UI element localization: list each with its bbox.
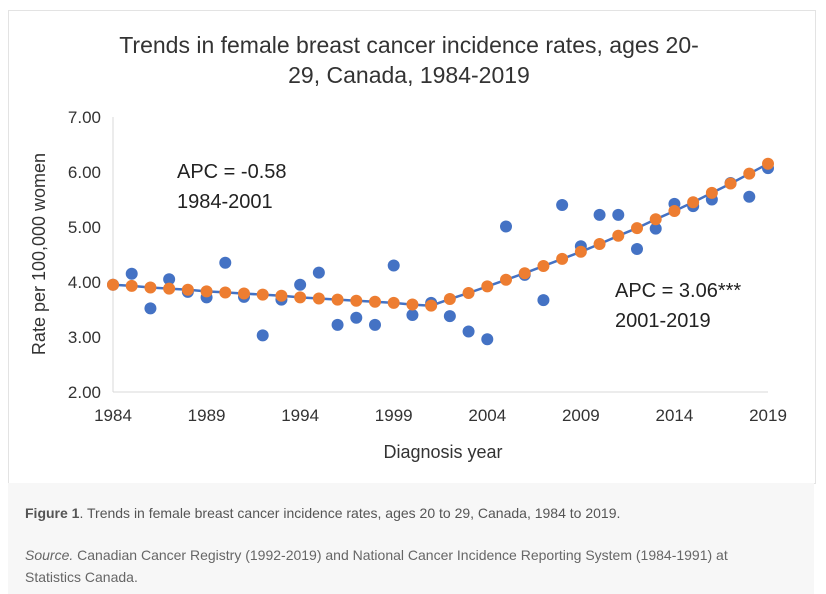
observed-point <box>462 325 475 338</box>
fitted-point <box>425 299 438 312</box>
observed-point <box>144 302 157 315</box>
fitted-point <box>631 222 643 235</box>
fitted-point <box>743 167 756 180</box>
x-tick-label: 2019 <box>749 406 787 425</box>
x-tick-label: 2004 <box>468 406 506 425</box>
observed-point <box>443 310 456 323</box>
source-label: Source. <box>25 547 74 563</box>
fitted-point <box>462 287 475 299</box>
fitted-point <box>331 293 344 306</box>
observed-point <box>612 208 625 221</box>
observed-point <box>387 259 400 272</box>
x-tick-label: 1994 <box>281 406 319 425</box>
fitted-point <box>724 177 737 190</box>
observed-point <box>556 199 569 211</box>
fitted-point <box>481 280 494 293</box>
observed-point <box>593 208 606 221</box>
x-axis-label: Diagnosis year <box>383 442 502 462</box>
source-note: Source. Canadian Cancer Registry (1992-2… <box>25 544 785 588</box>
fitted-point <box>350 294 363 307</box>
observed-point <box>125 267 138 280</box>
fitted-point <box>537 260 550 273</box>
fitted-point <box>163 282 176 295</box>
y-tick-label: 3.00 <box>68 328 101 347</box>
observed-point <box>481 333 494 346</box>
observed-point <box>294 278 307 291</box>
annotation-apc-1-rate: APC = -0.58 <box>177 161 287 183</box>
fitted-point <box>219 286 232 299</box>
fitted-point <box>762 157 774 170</box>
fitted-point <box>518 267 531 280</box>
figure-label: Figure 1 <box>25 505 80 521</box>
fitted-point <box>612 229 625 242</box>
fitted-point <box>443 293 456 306</box>
x-tick-label: 1999 <box>375 406 413 425</box>
fitted-point <box>200 285 213 298</box>
source-text: Canadian Cancer Registry (1992-2019) and… <box>25 547 728 585</box>
fitted-point <box>256 288 269 301</box>
x-tick-label: 2009 <box>562 406 600 425</box>
observed-point <box>406 309 419 321</box>
fitted-point <box>687 196 700 209</box>
y-tick-label: 6.00 <box>68 163 101 182</box>
fitted-point <box>107 278 119 291</box>
chart-figure: Trends in female breast cancer incidence… <box>8 10 816 484</box>
observed-point <box>369 318 381 331</box>
observed-point <box>500 220 512 233</box>
figure-caption-text: Figure 1. Trends in female breast cancer… <box>25 505 620 521</box>
observed-point <box>256 329 269 342</box>
fitted-point <box>275 289 288 302</box>
y-tick-label: 7.00 <box>68 108 101 127</box>
y-tick-label: 5.00 <box>68 218 101 237</box>
fitted-point <box>500 273 512 286</box>
annotation-apc-2-rate: APC = 3.06*** <box>615 280 741 302</box>
fitted-point <box>369 295 381 308</box>
fitted-point <box>312 292 325 305</box>
chart-svg: Trends in female breast cancer incidence… <box>29 32 787 462</box>
x-tick-label: 2014 <box>656 406 694 425</box>
chart-title-line-1: Trends in female breast cancer incidence… <box>119 32 699 58</box>
observed-point <box>350 311 363 324</box>
fitted-point <box>649 213 662 226</box>
fitted-point <box>181 283 194 296</box>
fitted-point <box>294 291 307 304</box>
observed-point <box>163 273 176 286</box>
fitted-point <box>705 186 718 199</box>
fitted-point <box>574 245 587 258</box>
observed-point <box>219 256 232 269</box>
observed-point <box>537 294 550 307</box>
figure-caption: Figure 1. Trends in female breast cancer… <box>8 483 814 594</box>
observed-point <box>649 222 662 235</box>
y-tick-label: 2.00 <box>68 383 101 402</box>
y-tick-label: 4.00 <box>68 273 101 292</box>
observed-point <box>312 266 325 279</box>
fitted-point <box>125 279 138 292</box>
observed-point <box>743 190 756 203</box>
annotation-apc-1-period: 1984-2001 <box>177 191 273 213</box>
fitted-point <box>238 287 250 300</box>
fitted-point <box>387 296 400 309</box>
y-axis-label: Rate per 100,000 women <box>29 153 49 355</box>
observed-point <box>631 243 643 255</box>
chart-title-line-2: 29, Canada, 1984-2019 <box>288 62 530 88</box>
fitted-point <box>593 238 606 251</box>
fitted-point <box>406 298 419 311</box>
x-tick-label: 1989 <box>188 406 226 425</box>
fitted-point <box>556 252 569 265</box>
fitted-point <box>144 281 157 294</box>
annotation-apc-2-period: 2001-2019 <box>615 310 711 332</box>
x-tick-label: 1984 <box>94 406 132 425</box>
fitted-point <box>668 205 681 218</box>
figure-caption-body: . Trends in female breast cancer inciden… <box>79 505 621 521</box>
observed-point <box>331 318 344 331</box>
